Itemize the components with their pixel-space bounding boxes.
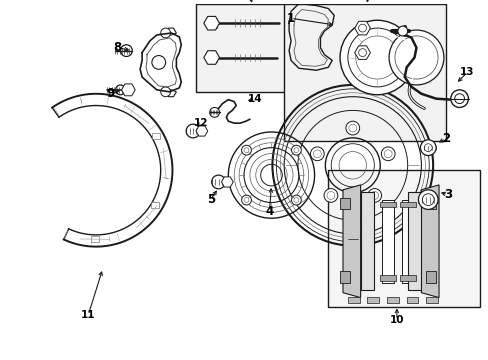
Circle shape	[186, 124, 200, 138]
Polygon shape	[360, 192, 374, 290]
Text: 2: 2	[441, 132, 449, 145]
Polygon shape	[354, 21, 370, 35]
Circle shape	[339, 20, 414, 95]
Circle shape	[420, 140, 435, 156]
Bar	[426, 297, 437, 302]
Circle shape	[161, 87, 170, 97]
Text: 5: 5	[206, 193, 214, 206]
Bar	[399, 275, 415, 281]
Circle shape	[381, 147, 394, 161]
Bar	[386, 297, 398, 302]
Text: 6: 6	[363, 0, 371, 2]
Bar	[426, 198, 435, 210]
Bar	[406, 297, 418, 302]
Circle shape	[310, 147, 324, 161]
Circle shape	[345, 121, 359, 135]
Text: 11: 11	[81, 310, 95, 320]
Polygon shape	[203, 17, 219, 30]
Bar	[399, 202, 415, 207]
Circle shape	[450, 90, 468, 108]
Bar	[327, 170, 479, 307]
Circle shape	[367, 189, 381, 202]
Bar	[151, 133, 159, 139]
Circle shape	[161, 28, 170, 38]
Circle shape	[324, 189, 337, 202]
Circle shape	[241, 195, 251, 205]
Circle shape	[358, 49, 366, 57]
Bar	[151, 202, 159, 208]
Polygon shape	[203, 51, 219, 64]
Text: 8: 8	[113, 41, 122, 54]
Bar	[284, 4, 445, 141]
Text: 3: 3	[443, 188, 451, 201]
Polygon shape	[163, 28, 176, 35]
Polygon shape	[196, 126, 207, 136]
Circle shape	[152, 55, 165, 69]
Circle shape	[397, 26, 407, 36]
Polygon shape	[421, 185, 438, 298]
Polygon shape	[354, 46, 370, 59]
Circle shape	[388, 30, 443, 85]
Text: 4: 4	[265, 205, 273, 218]
Circle shape	[418, 190, 437, 210]
Bar	[426, 271, 435, 283]
Polygon shape	[163, 90, 176, 97]
Circle shape	[291, 145, 301, 155]
Text: 1: 1	[286, 12, 295, 25]
Bar	[347, 297, 359, 302]
Circle shape	[291, 195, 301, 205]
Bar	[380, 202, 395, 207]
Circle shape	[211, 175, 225, 189]
Bar	[339, 198, 349, 210]
Bar	[339, 271, 349, 283]
Circle shape	[241, 145, 251, 155]
Text: 9: 9	[106, 87, 115, 100]
Bar	[380, 275, 395, 281]
Polygon shape	[121, 84, 135, 96]
Polygon shape	[342, 185, 360, 298]
Text: 14: 14	[247, 94, 262, 104]
Circle shape	[209, 108, 219, 117]
Bar	[367, 297, 379, 302]
Bar	[91, 236, 99, 242]
Polygon shape	[382, 199, 393, 283]
Bar	[196, 4, 293, 92]
Text: 10: 10	[389, 315, 403, 325]
Text: 13: 13	[459, 67, 474, 77]
Circle shape	[358, 24, 366, 32]
Circle shape	[120, 45, 132, 57]
Text: 7: 7	[245, 0, 253, 2]
Polygon shape	[401, 199, 413, 283]
Polygon shape	[407, 192, 421, 290]
Circle shape	[115, 85, 125, 95]
Text: 12: 12	[193, 118, 208, 128]
Polygon shape	[221, 177, 233, 187]
